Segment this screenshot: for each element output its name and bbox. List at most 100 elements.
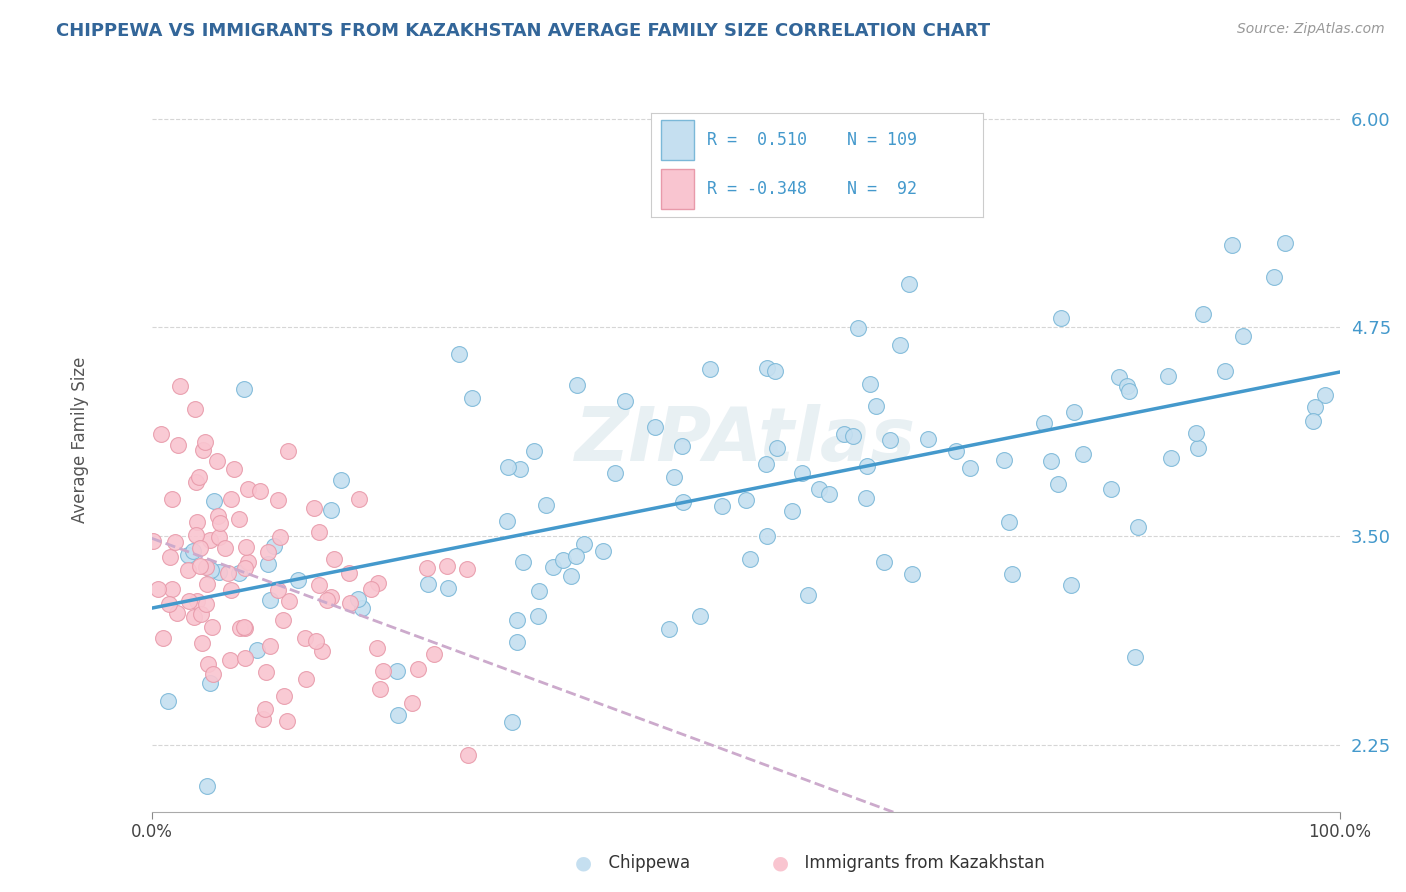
Point [257, 545, 280, 559]
Point [246, 643, 269, 657]
Point [1185, 425, 1208, 440]
Point [162, 582, 184, 597]
Point [218, 653, 240, 667]
Point [228, 512, 250, 526]
Point [1160, 451, 1182, 466]
Point [416, 576, 439, 591]
Point [541, 560, 564, 574]
Point [201, 620, 224, 634]
Point [1063, 405, 1085, 419]
Point [1313, 387, 1336, 401]
Point [294, 631, 316, 645]
Point [1040, 454, 1063, 468]
Point [993, 453, 1015, 467]
Point [605, 467, 627, 481]
Point [699, 362, 721, 376]
Point [253, 702, 276, 716]
Point [200, 533, 222, 548]
Point [266, 493, 288, 508]
Point [1047, 477, 1070, 491]
Point [1123, 650, 1146, 665]
Point [269, 530, 291, 544]
Point [339, 596, 361, 610]
Point [897, 277, 920, 292]
Point [536, 498, 558, 512]
Point [1099, 483, 1122, 497]
Point [194, 435, 217, 450]
Point [523, 443, 546, 458]
Point [509, 462, 531, 476]
Point [671, 440, 693, 454]
Point [512, 555, 534, 569]
Point [232, 382, 254, 396]
Text: Chippewa: Chippewa [598, 855, 690, 872]
Point [959, 461, 981, 475]
Point [160, 492, 183, 507]
Point [790, 466, 813, 480]
Point [190, 607, 212, 621]
Point [385, 664, 408, 678]
Point [183, 402, 205, 417]
Text: Source: ZipAtlas.com: Source: ZipAtlas.com [1237, 22, 1385, 37]
Point [208, 516, 231, 531]
Point [506, 613, 529, 627]
Point [855, 491, 877, 506]
Point [917, 432, 939, 446]
Point [191, 442, 214, 457]
Point [1001, 566, 1024, 581]
Point [315, 593, 337, 607]
Point [233, 622, 256, 636]
Point [304, 634, 326, 648]
Point [658, 622, 681, 636]
Point [855, 458, 877, 473]
Point [142, 534, 165, 549]
Point [330, 473, 353, 487]
Point [662, 470, 685, 484]
Point [157, 694, 180, 708]
Point [527, 609, 550, 624]
Point [228, 566, 250, 580]
Point [277, 443, 299, 458]
Point [368, 681, 391, 696]
Text: ●: ● [575, 854, 592, 872]
Point [184, 475, 207, 489]
Text: ●: ● [772, 854, 789, 872]
Point [219, 582, 242, 597]
Point [614, 393, 637, 408]
Point [186, 594, 208, 608]
Point [1187, 441, 1209, 455]
Point [734, 493, 756, 508]
Point [461, 391, 484, 405]
Point [644, 419, 666, 434]
Point [1116, 378, 1139, 392]
Point [186, 515, 208, 529]
Point [945, 443, 967, 458]
Point [200, 563, 222, 577]
Point [416, 560, 439, 574]
Point [308, 525, 330, 540]
Point [233, 619, 256, 633]
Point [560, 569, 582, 583]
Point [1274, 236, 1296, 251]
Point [873, 555, 896, 569]
Point [188, 541, 211, 555]
Point [527, 584, 550, 599]
Point [1060, 577, 1083, 591]
Point [763, 364, 786, 378]
Point [846, 321, 869, 335]
Point [501, 714, 523, 729]
Point [796, 588, 818, 602]
Point [238, 483, 260, 497]
Point [592, 544, 614, 558]
Point [152, 631, 174, 645]
Point [176, 563, 198, 577]
Point [1128, 520, 1150, 534]
Point [738, 551, 761, 566]
Point [1192, 307, 1215, 321]
Point [755, 457, 778, 471]
Point [273, 690, 295, 704]
Point [689, 608, 711, 623]
Point [387, 708, 409, 723]
Text: ZIPAtlas: ZIPAtlas [575, 403, 917, 476]
Point [195, 780, 218, 794]
